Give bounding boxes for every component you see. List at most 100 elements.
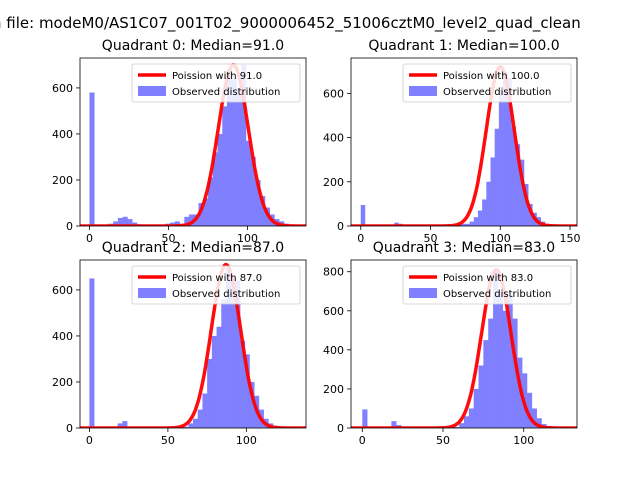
- histogram-bar: [221, 299, 227, 428]
- histogram-bar: [117, 423, 123, 428]
- x-tick-label: 0: [359, 434, 366, 447]
- histogram-bar: [488, 318, 494, 428]
- x-tick-label: 100: [513, 434, 534, 447]
- histogram-bar: [493, 271, 499, 428]
- y-tick-label: 0: [66, 220, 73, 233]
- histogram-bar: [507, 77, 512, 226]
- histogram-bar: [207, 358, 213, 428]
- y-tick-label: 400: [323, 344, 344, 357]
- histogram-bar: [523, 184, 529, 226]
- histogram-bar: [198, 202, 204, 226]
- y-tick-label: 200: [52, 174, 73, 187]
- histogram-bar: [241, 64, 247, 226]
- legend-label: Observed distribution: [443, 289, 551, 300]
- y-tick-label: 400: [52, 128, 73, 141]
- histogram-bar: [235, 280, 241, 428]
- histogram-bar: [255, 179, 261, 226]
- y-tick-label: 400: [52, 330, 73, 343]
- y-tick-label: 600: [52, 82, 73, 95]
- histogram-bar: [226, 69, 233, 226]
- x-tick-label: 50: [436, 434, 450, 447]
- poisson-curve: [351, 65, 577, 226]
- histogram-bar: [183, 426, 189, 428]
- legend-label: Observed distribution: [443, 87, 551, 98]
- histogram-bar: [203, 198, 209, 226]
- histogram-bar: [536, 418, 542, 428]
- histogram-bar: [127, 219, 133, 226]
- histogram-bar: [188, 423, 194, 428]
- legend-box: [131, 63, 301, 103]
- legend-bar-swatch: [409, 86, 437, 96]
- legend-label: Poission with 87.0: [172, 273, 262, 284]
- plot-area: [80, 63, 306, 226]
- subplot-2: 0 50 100 0 200 400 600 Quadrant 2: Median=87.0 P…: [52, 240, 307, 447]
- histogram-bar: [193, 418, 199, 428]
- histogram-bar: [208, 177, 214, 226]
- legend-label: Observed distribution: [172, 87, 280, 98]
- histogram-bar: [184, 216, 190, 226]
- histogram-bar: [391, 421, 397, 428]
- legend-bar-swatch: [138, 288, 166, 298]
- histogram-bar: [483, 340, 489, 428]
- y-tick-label: 0: [337, 422, 344, 435]
- legend-bar-swatch: [409, 288, 437, 298]
- histogram-bar: [494, 128, 500, 226]
- histogram-bar: [498, 91, 504, 226]
- histogram-bar: [468, 408, 474, 428]
- histogram-bar: [519, 159, 525, 226]
- histogram-bar: [89, 92, 95, 226]
- histogram-bar: [477, 210, 483, 226]
- subplot-title: Quadrant 3: Median=83.0: [373, 240, 555, 256]
- histogram-bar: [212, 152, 218, 226]
- x-tick-label: 100: [237, 232, 258, 245]
- histogram-bar: [464, 416, 470, 428]
- subplot-title: Quadrant 2: Median=87.0: [102, 240, 284, 256]
- histogram-bar: [461, 223, 466, 226]
- subplot-1: 0 50 100 150 0 200 400 600 Quadrant 1: Median=10…: [323, 38, 581, 245]
- histogram-bar: [244, 354, 250, 428]
- y-tick-label: 200: [323, 176, 344, 189]
- histogram-bar: [250, 156, 256, 226]
- x-tick-label: 150: [560, 232, 581, 245]
- x-tick-label: 50: [424, 232, 438, 245]
- plot-area: [80, 262, 306, 428]
- histogram-bar: [507, 295, 513, 428]
- histogram-bar: [515, 144, 521, 226]
- histogram-bar: [174, 221, 180, 226]
- figure-suptitle: n file: modeM0/AS1C07_001T02_9000006452_…: [0, 14, 581, 32]
- histogram-bar: [189, 214, 195, 226]
- subplot-title: Quadrant 0: Median=91.0: [102, 38, 284, 54]
- legend-box: [402, 265, 572, 305]
- y-tick-label: 200: [323, 383, 344, 396]
- legend-label: Poission with 91.0: [172, 71, 262, 82]
- y-tick-label: 600: [323, 305, 344, 318]
- x-tick-label: 0: [86, 232, 93, 245]
- x-tick-label: 50: [161, 434, 175, 447]
- histogram-bar: [225, 266, 231, 428]
- histogram-bar: [473, 217, 479, 226]
- histogram-bar: [122, 216, 128, 226]
- legend-box: [402, 63, 572, 103]
- subplot-3: 0 50 100 0 200 400 600 800 Quadrant 3: Median=83…: [323, 240, 578, 447]
- plot-area: [351, 268, 577, 428]
- histogram-bar: [459, 423, 465, 428]
- y-tick-label: 800: [323, 266, 344, 279]
- histogram-bar: [211, 335, 217, 428]
- axes-frame: [79, 57, 307, 227]
- legend: Poission with 83.0 Observed distribution: [402, 265, 572, 305]
- histogram-bar: [117, 217, 123, 226]
- histogram-bar: [197, 409, 203, 428]
- histogram-bar: [512, 318, 518, 428]
- x-tick-label: 50: [162, 232, 176, 245]
- legend: Poission with 87.0 Observed distribution: [131, 265, 301, 305]
- histogram-bar: [469, 221, 475, 226]
- histogram-bar: [260, 196, 266, 226]
- legend-box: [131, 265, 301, 305]
- y-tick-label: 0: [337, 220, 344, 233]
- y-tick-label: 400: [323, 132, 344, 145]
- subplot-0: 0 50 100 0 200 400 600 Quadrant 0: Median=91.0 P…: [52, 38, 307, 245]
- x-tick-label: 0: [86, 434, 93, 447]
- plot-area: [351, 65, 577, 226]
